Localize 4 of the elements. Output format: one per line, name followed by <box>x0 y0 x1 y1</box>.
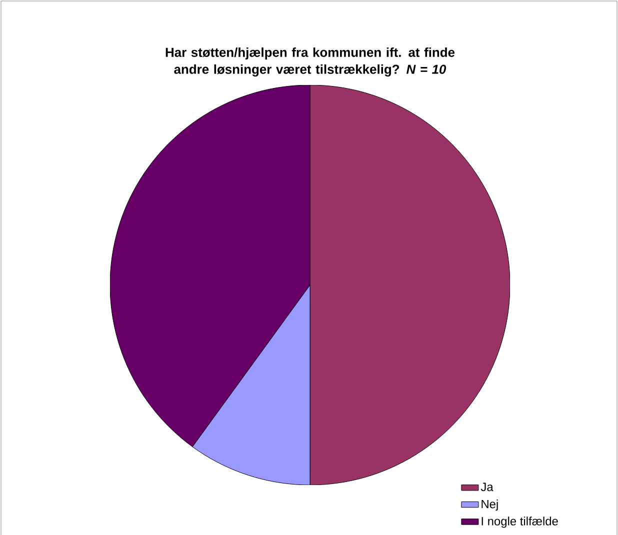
chart-title: Har støtten/hjælpen fra kommunen ift. at finde andre løsninger været tilstrækkelig? N = 10 <box>166 47 455 76</box>
legend-label: Nej <box>482 499 498 511</box>
legend-label: I nogle tilfælde <box>482 516 558 528</box>
legend-label: Ja <box>480 482 494 492</box>
